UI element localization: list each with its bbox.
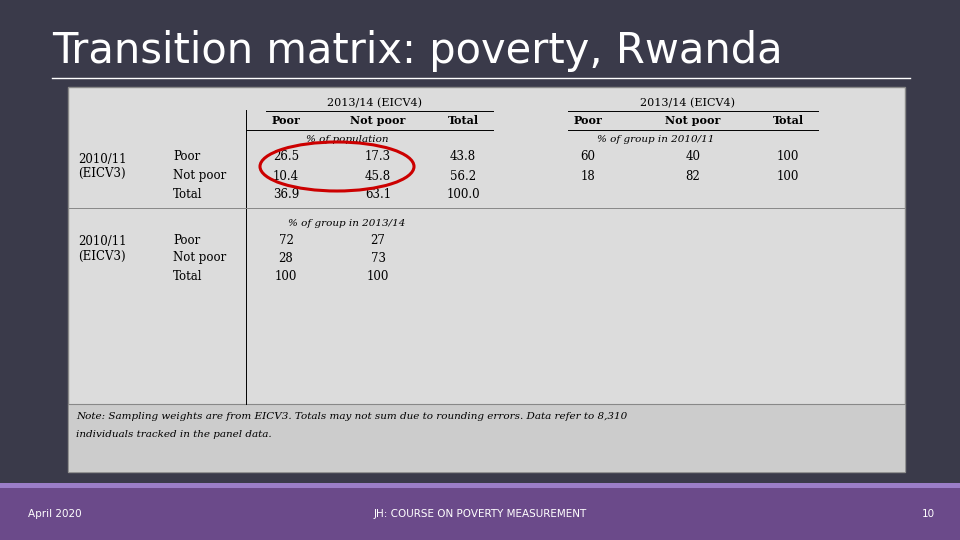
Text: % of group in 2013/14: % of group in 2013/14 bbox=[288, 219, 406, 227]
Text: (EICV3): (EICV3) bbox=[78, 167, 126, 180]
Text: 73: 73 bbox=[371, 252, 386, 265]
Text: 63.1: 63.1 bbox=[365, 188, 391, 201]
Bar bbox=[0, 488, 960, 540]
Text: 2010/11: 2010/11 bbox=[78, 235, 127, 248]
Bar bbox=[68, 404, 905, 472]
Text: 18: 18 bbox=[581, 170, 595, 183]
Text: Poor: Poor bbox=[173, 151, 201, 164]
Text: Not poor: Not poor bbox=[350, 114, 406, 125]
Text: (EICV3): (EICV3) bbox=[78, 249, 126, 262]
Text: % of group in 2010/11: % of group in 2010/11 bbox=[597, 134, 714, 144]
Text: 100.0: 100.0 bbox=[446, 188, 480, 201]
Text: 45.8: 45.8 bbox=[365, 170, 391, 183]
Text: Poor: Poor bbox=[573, 114, 603, 125]
Text: Not poor: Not poor bbox=[173, 170, 227, 183]
Text: 10.4: 10.4 bbox=[273, 170, 300, 183]
Text: individuals tracked in the panel data.: individuals tracked in the panel data. bbox=[76, 430, 272, 439]
Text: 36.9: 36.9 bbox=[273, 188, 300, 201]
Text: 27: 27 bbox=[371, 233, 385, 246]
Text: Transition matrix: poverty, Rwanda: Transition matrix: poverty, Rwanda bbox=[52, 30, 782, 72]
Text: Total: Total bbox=[173, 188, 203, 201]
Text: JH: COURSE ON POVERTY MEASUREMENT: JH: COURSE ON POVERTY MEASUREMENT bbox=[373, 509, 587, 519]
Text: 26.5: 26.5 bbox=[273, 151, 300, 164]
Bar bbox=[68, 87, 905, 472]
Text: Poor: Poor bbox=[173, 233, 201, 246]
Text: 28: 28 bbox=[278, 252, 294, 265]
Text: 100: 100 bbox=[777, 151, 799, 164]
Text: Note: Sampling weights are from EICV3. Totals may not sum due to rounding errors: Note: Sampling weights are from EICV3. T… bbox=[76, 412, 627, 421]
Text: 72: 72 bbox=[278, 233, 294, 246]
Text: Total: Total bbox=[173, 269, 203, 282]
Text: 100: 100 bbox=[777, 170, 799, 183]
Text: 43.8: 43.8 bbox=[450, 151, 476, 164]
Text: 10: 10 bbox=[922, 509, 935, 519]
Text: Not poor: Not poor bbox=[173, 252, 227, 265]
Text: 40: 40 bbox=[685, 151, 701, 164]
Text: 2013/14 (EICV4): 2013/14 (EICV4) bbox=[327, 98, 422, 108]
Text: 60: 60 bbox=[581, 151, 595, 164]
Text: 17.3: 17.3 bbox=[365, 151, 391, 164]
Text: 82: 82 bbox=[685, 170, 701, 183]
Text: Poor: Poor bbox=[272, 114, 300, 125]
Text: 100: 100 bbox=[275, 269, 298, 282]
Text: % of population: % of population bbox=[305, 134, 388, 144]
Bar bbox=[0, 483, 960, 488]
Text: 2013/14 (EICV4): 2013/14 (EICV4) bbox=[640, 98, 735, 108]
Text: Not poor: Not poor bbox=[665, 114, 721, 125]
Text: 56.2: 56.2 bbox=[450, 170, 476, 183]
Text: Total: Total bbox=[773, 114, 804, 125]
Text: 2010/11: 2010/11 bbox=[78, 153, 127, 166]
Text: Total: Total bbox=[447, 114, 479, 125]
Text: 100: 100 bbox=[367, 269, 389, 282]
Text: April 2020: April 2020 bbox=[28, 509, 82, 519]
